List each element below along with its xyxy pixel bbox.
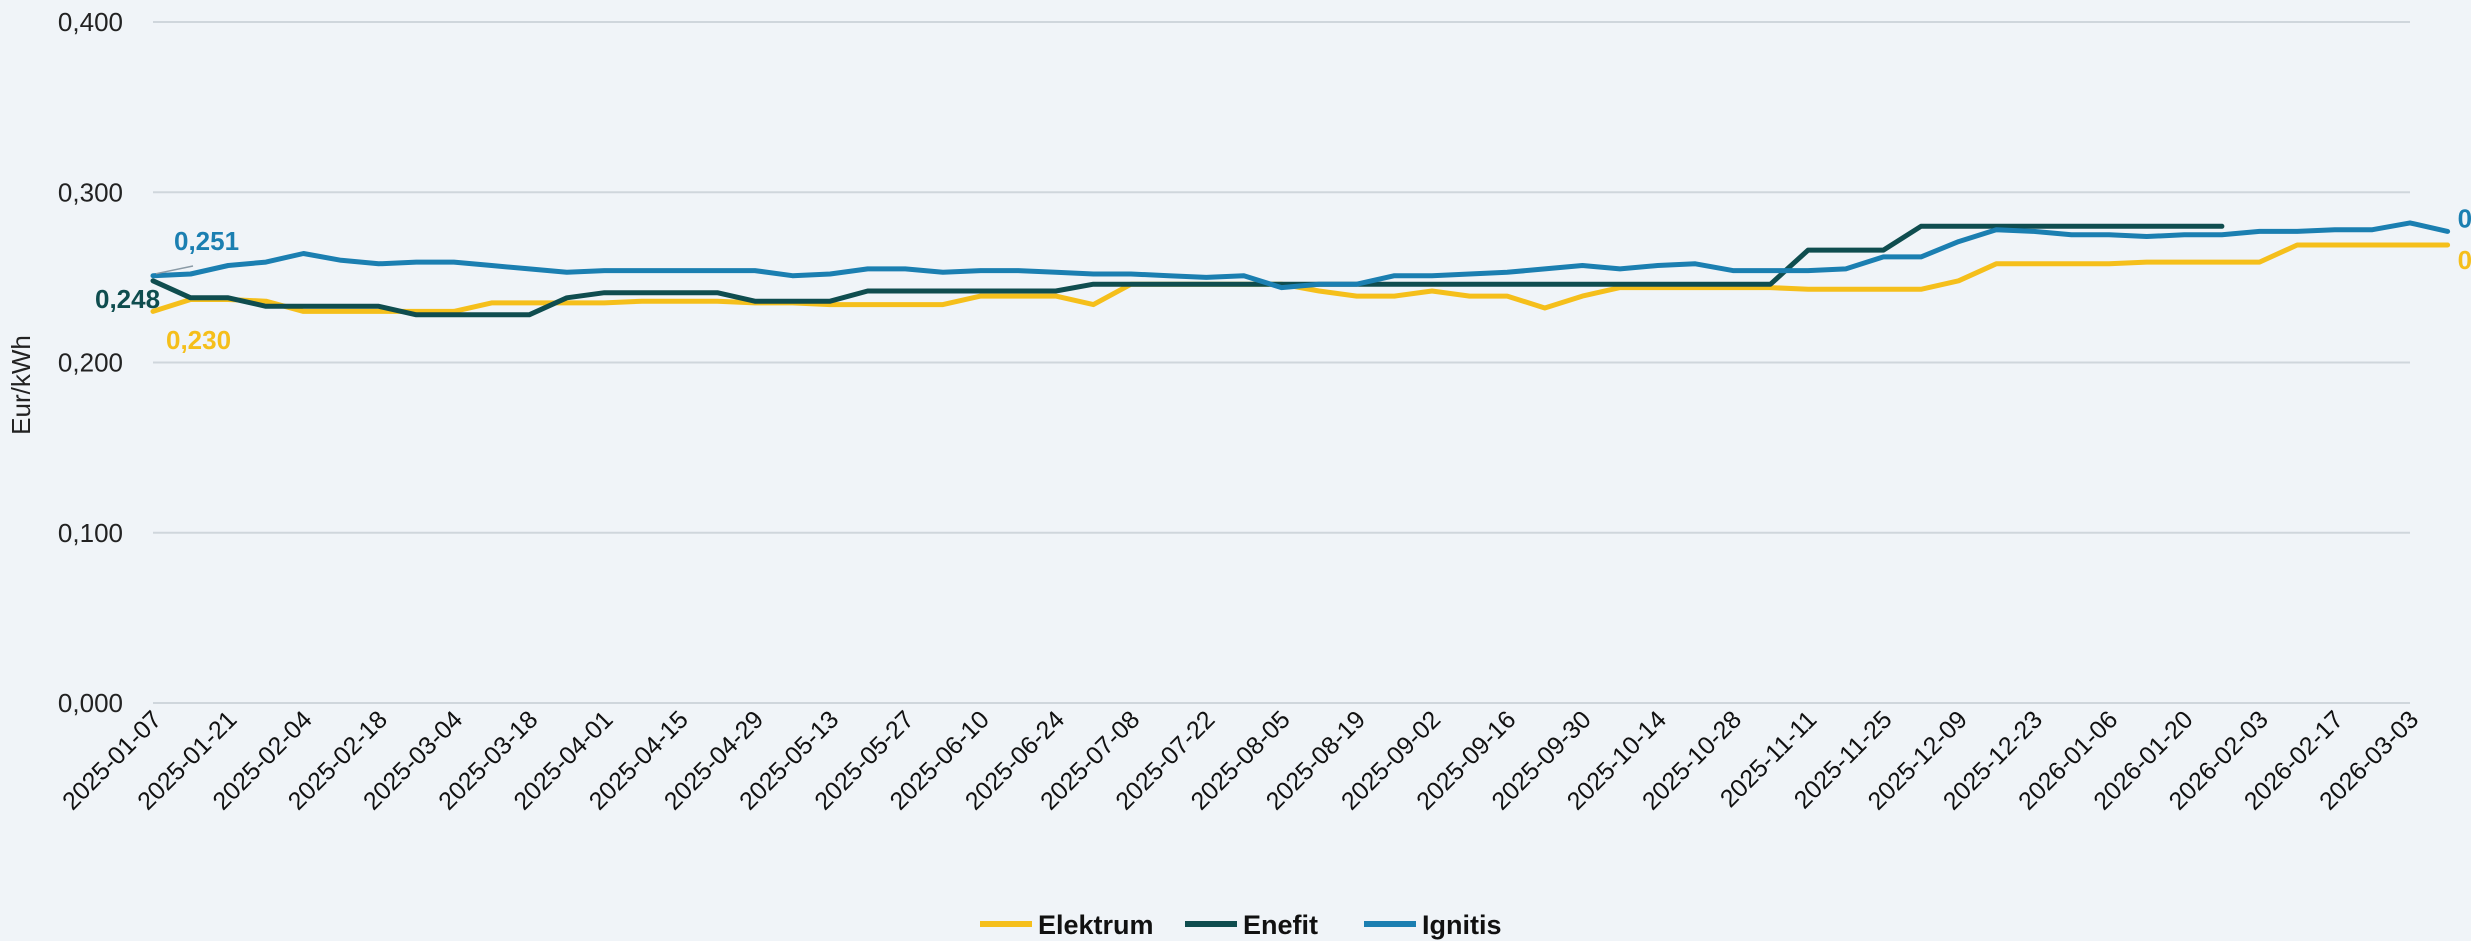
- y-tick-label: 0,200: [58, 348, 123, 378]
- legend-label: Enefit: [1243, 910, 1318, 940]
- ignitis-start-label: 0,251: [174, 226, 239, 256]
- y-tick-label: 0,000: [58, 688, 123, 718]
- y-tick-label: 0,100: [58, 518, 123, 548]
- label-leader-line: [155, 265, 194, 275]
- y-axis-ticks: 0,000 0,100 0,200 0,300 0,400: [58, 7, 123, 718]
- series-lines: [150, 220, 2451, 318]
- legend: Elektrum Enefit Ignitis: [980, 910, 1502, 940]
- x-axis-ticks: 2025-01-072025-01-212025-02-042025-02-18…: [57, 705, 2424, 815]
- y-axis-title: Eur/kWh: [6, 335, 36, 435]
- gridlines: [153, 21, 2410, 704]
- legend-label: Ignitis: [1422, 910, 1502, 940]
- elektrum-start-label: 0,230: [166, 325, 231, 355]
- enefit-start-label: 0,248: [95, 284, 160, 314]
- series-line-enefit: [150, 223, 2225, 318]
- ignitis-end-label: 0,277: [2458, 203, 2471, 233]
- series-line-ignitis: [150, 220, 2451, 291]
- legend-label: Elektrum: [1038, 910, 1154, 940]
- elektrum-end-label: 0,269: [2458, 245, 2471, 275]
- y-tick-label: 0,400: [58, 7, 123, 37]
- series-line-elektrum: [150, 242, 2451, 314]
- y-tick-label: 0,300: [58, 177, 123, 207]
